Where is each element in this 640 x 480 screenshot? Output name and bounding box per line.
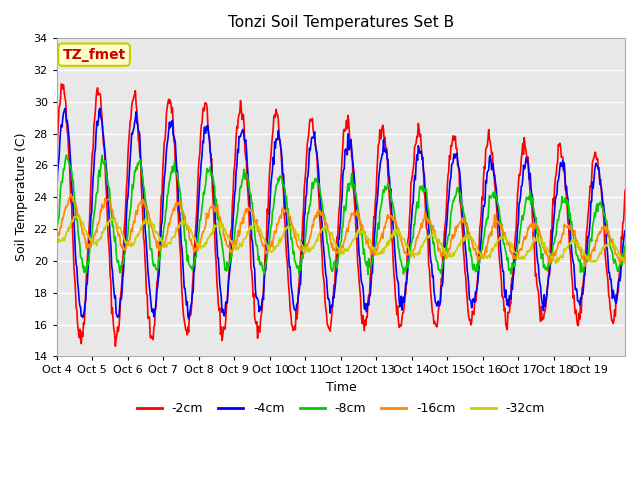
- -8cm: [225, 264, 232, 270]
- -8cm: [621, 243, 629, 249]
- -8cm: [120, 252, 128, 257]
- -8cm: [364, 272, 372, 277]
- -4cm: [621, 228, 629, 234]
- -32cm: [76, 213, 83, 218]
- -4cm: [275, 136, 283, 142]
- -16cm: [225, 242, 232, 248]
- -16cm: [621, 252, 629, 257]
- Text: TZ_fmet: TZ_fmet: [63, 48, 126, 61]
- X-axis label: Time: Time: [326, 381, 356, 394]
- -32cm: [401, 236, 408, 242]
- -8cm: [253, 242, 260, 248]
- Line: -8cm: -8cm: [57, 155, 625, 275]
- -2cm: [401, 291, 409, 297]
- -8cm: [53, 225, 61, 231]
- -4cm: [120, 252, 128, 258]
- -2cm: [121, 217, 129, 223]
- -16cm: [120, 247, 128, 253]
- -4cm: [96, 106, 104, 111]
- Line: -2cm: -2cm: [57, 84, 625, 346]
- -32cm: [53, 238, 61, 243]
- Line: -16cm: -16cm: [57, 194, 625, 266]
- -4cm: [433, 303, 441, 309]
- Line: -32cm: -32cm: [57, 216, 625, 264]
- -8cm: [63, 152, 70, 158]
- -32cm: [621, 259, 629, 265]
- Title: Tonzi Soil Temperatures Set B: Tonzi Soil Temperatures Set B: [228, 15, 454, 30]
- -32cm: [552, 261, 560, 266]
- -16cm: [432, 236, 440, 241]
- Legend: -2cm, -4cm, -8cm, -16cm, -32cm: -2cm, -4cm, -8cm, -16cm, -32cm: [132, 397, 550, 420]
- -2cm: [433, 324, 441, 330]
- -8cm: [401, 266, 409, 272]
- -2cm: [253, 336, 261, 341]
- -16cm: [275, 221, 282, 227]
- -2cm: [58, 81, 65, 87]
- -32cm: [225, 233, 232, 239]
- -4cm: [225, 271, 233, 277]
- Y-axis label: Soil Temperature (C): Soil Temperature (C): [15, 133, 28, 262]
- Line: -4cm: -4cm: [57, 108, 625, 319]
- -32cm: [253, 226, 260, 231]
- -16cm: [401, 250, 408, 256]
- -2cm: [53, 147, 61, 153]
- -32cm: [275, 243, 282, 249]
- -4cm: [53, 192, 61, 198]
- -4cm: [401, 290, 409, 296]
- -16cm: [53, 234, 61, 240]
- -2cm: [111, 343, 119, 349]
- -16cm: [581, 263, 589, 269]
- -8cm: [275, 175, 282, 181]
- -4cm: [253, 297, 261, 302]
- -32cm: [432, 234, 440, 240]
- -16cm: [253, 217, 260, 223]
- -2cm: [225, 262, 233, 268]
- -16cm: [67, 191, 75, 197]
- -2cm: [621, 188, 629, 193]
- -32cm: [120, 236, 128, 242]
- -2cm: [275, 131, 283, 137]
- -4cm: [185, 316, 193, 322]
- -8cm: [433, 258, 441, 264]
